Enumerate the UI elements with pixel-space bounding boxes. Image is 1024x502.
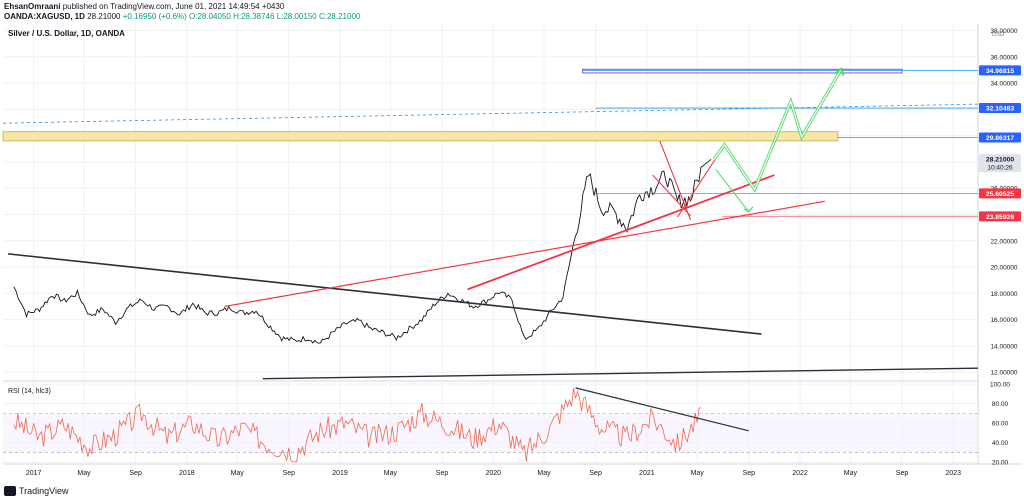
currency-label: USD — [992, 32, 1005, 38]
price-tag-red-bg — [979, 211, 1021, 222]
y-tick-label: 18.00000 — [990, 291, 1017, 298]
high-value: H:28.38746 — [233, 12, 275, 21]
x-tick-label: 2021 — [639, 470, 655, 477]
x-tick-label: 2022 — [792, 470, 808, 477]
red-wedge-right — [677, 157, 717, 218]
published-text: published on TradingView.com, June 01, 2… — [62, 2, 285, 11]
chart-header: EhsanOmraani published on TradingView.co… — [0, 0, 1024, 24]
publish-info: EhsanOmraani published on TradingView.co… — [4, 2, 284, 11]
rsi-tick-label: 20.00 — [992, 460, 1009, 467]
x-tick-label: May — [844, 470, 858, 477]
x-tick-label: May — [691, 470, 705, 477]
rsi-tick-label: 40.00 — [992, 440, 1009, 447]
red-wedge-lower — [652, 174, 691, 217]
x-tick-label: Sep — [129, 470, 142, 477]
x-tick-label: May — [537, 470, 551, 477]
x-tick-label: 2019 — [332, 470, 348, 477]
y-tick-label: 14.00000 — [990, 343, 1017, 350]
rsi-tick-label: 60.00 — [992, 421, 1009, 428]
x-tick-label: May — [384, 470, 398, 477]
chart-title: Silver / U.S. Dollar, 1D, OANDA — [8, 29, 125, 38]
price-line — [13, 158, 712, 344]
black-trendline-upper — [7, 253, 762, 335]
drawings-layer — [2, 67, 979, 380]
tradingview-logo-icon — [4, 486, 16, 496]
target-zone — [582, 68, 903, 74]
rsi-divergence-line — [575, 387, 749, 432]
price-tag-blue-bg — [979, 103, 1021, 114]
projected-path-outer — [712, 67, 843, 193]
resistance-zone — [2, 131, 839, 142]
price-tag-timer: 10:40:26 — [987, 165, 1013, 172]
rsi-title: RSI (14, hlc3) — [8, 388, 51, 395]
tradingview-logo[interactable]: TradingView — [4, 486, 69, 496]
symbol-label: OANDA:XAGUSD, 1D — [4, 12, 85, 21]
red-trendline-long — [224, 200, 825, 308]
open-value: O:28.04050 — [189, 12, 231, 21]
red-trendline-steep — [467, 174, 775, 291]
y-tick-label: 34.00000 — [990, 81, 1017, 88]
price-tag-red: 25.60525 — [986, 191, 1015, 198]
dashed-channel-line — [2, 103, 979, 124]
rsi-tick-label: 80.00 — [992, 401, 1009, 408]
price-change: +0.16950 (+0.6%) — [122, 12, 187, 21]
red-wedge-upper — [659, 140, 692, 220]
x-tick-label: 2017 — [26, 470, 42, 477]
author-name[interactable]: EhsanOmraani — [4, 2, 61, 11]
alt-arrowhead — [743, 206, 754, 213]
y-tick-label: 38.00000 — [990, 28, 1017, 35]
x-tick-label: Sep — [743, 470, 756, 477]
price-tag-current: 28.21000 — [986, 157, 1015, 164]
price-tag-red-bg — [979, 188, 1021, 199]
y-tick-label: 12.00000 — [990, 370, 1017, 377]
axis-layer: 2017 May Sep 2018 May Sep 2019 May Sep 2020 May Sep… — [26, 28, 1021, 477]
projected-path-inner — [713, 68, 843, 191]
grid-layer — [3, 24, 1022, 465]
rsi-tick-label: 100.00 — [990, 381, 1010, 388]
symbol-info: OANDA:XAGUSD, 1D 28.21000 +0.16950 (+0.6… — [4, 12, 360, 21]
price-tag-blue: 34.96815 — [986, 68, 1015, 75]
price-tag-blue-bg — [979, 65, 1021, 76]
zones-layer — [2, 68, 903, 142]
low-value: L:28.00150 — [276, 12, 317, 21]
price-layer — [13, 158, 712, 344]
price-tag-current-bg — [979, 154, 1021, 173]
y-tick-label: 36.00000 — [990, 54, 1017, 61]
last-price: 28.21000 — [87, 12, 121, 21]
x-tick-label: Sep — [896, 470, 909, 477]
x-tick-label: May — [231, 470, 245, 477]
y-tick-label: 22.00000 — [990, 238, 1017, 245]
tradingview-brand: TradingView — [19, 486, 69, 496]
rsi-line — [13, 388, 702, 463]
close-value: C:28.21000 — [318, 12, 361, 21]
x-tick-label: 2020 — [485, 470, 501, 477]
price-tag-blue: 32.10483 — [986, 106, 1015, 113]
black-trendline-lower — [262, 367, 979, 380]
price-tag-blue-bg — [979, 132, 1021, 143]
green-alt-path — [715, 169, 750, 213]
footer: TradingView — [0, 484, 1024, 502]
x-tick-label: Sep — [589, 470, 602, 477]
x-tick-label: Sep — [283, 470, 296, 477]
projected-arrowhead — [834, 67, 845, 76]
y-tick-label: 20.00000 — [990, 265, 1017, 272]
y-tick-label: 16.00000 — [990, 317, 1017, 324]
x-tick-label: 2018 — [179, 470, 195, 477]
price-tag-blue: 29.86317 — [986, 135, 1015, 142]
x-tick-label: Sep — [436, 470, 449, 477]
rsi-band — [3, 413, 978, 453]
x-tick-label: 2023 — [945, 470, 961, 477]
x-tick-label: May — [77, 470, 91, 477]
rsi-layer — [13, 387, 749, 463]
price-tag-red: 23.85926 — [986, 214, 1015, 221]
